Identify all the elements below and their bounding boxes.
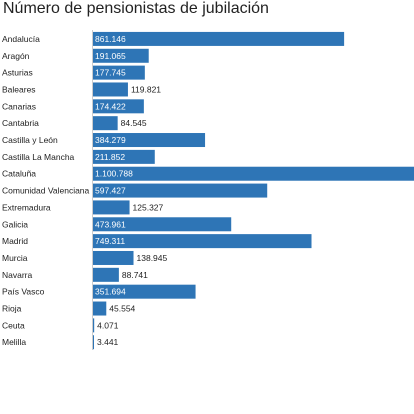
bar [93,335,95,350]
category-label: Andalucía [2,34,40,44]
bar [93,116,118,131]
value-label: 597.427 [95,186,126,196]
bar [93,250,134,265]
category-label: Madrid [2,236,28,246]
value-label: 119.821 [131,84,161,94]
category-label: Cataluña [2,169,36,179]
value-label: 473.961 [95,219,126,229]
category-label: Asturias [2,68,33,78]
value-label: 125.327 [133,202,164,212]
value-label: 191.065 [95,51,126,61]
category-label: Canarias [2,101,36,111]
bar [93,31,345,46]
value-label: 211.852 [95,152,125,162]
value-label: 861.146 [95,34,126,44]
value-label: 1.100.788 [95,169,133,179]
value-label: 138.945 [137,253,168,263]
category-label: Ceuta [2,320,25,330]
category-label: Galicia [2,219,28,229]
bar [93,166,414,181]
category-label: Melilla [2,337,26,347]
value-label: 177.745 [95,68,126,78]
category-label: Navarra [2,270,33,280]
bar [93,183,268,198]
value-label: 749.311 [95,236,125,246]
bar [93,267,119,282]
bar [93,82,128,97]
bar [93,99,144,114]
bar [93,318,95,333]
value-label: 45.554 [109,304,135,314]
value-label: 351.694 [95,287,126,297]
category-label: Aragón [2,51,30,61]
category-label: Extremadura [2,202,51,212]
category-label: Cantabria [2,118,39,128]
value-label: 84.545 [121,118,147,128]
bar [93,133,206,148]
category-label: Murcia [2,253,28,263]
category-label: Castilla y León [2,135,58,145]
bar [93,48,149,63]
category-label: Castilla La Mancha [2,152,75,162]
value-label: 4.071 [97,320,119,330]
bar [93,65,145,80]
value-label: 384.279 [95,135,126,145]
bar [93,284,196,299]
category-label: País Vasco [2,287,45,297]
bar [93,234,312,249]
category-label: Baleares [2,84,36,94]
value-label: 174.422 [95,101,126,111]
bar [93,149,155,164]
chart-title: Número de pensionistas de jubilación [3,0,269,17]
category-label: Comunidad Valenciana [2,186,90,196]
bar [93,217,232,232]
value-label: 88.741 [122,270,148,280]
bar [93,301,107,316]
category-label: Rioja [2,304,22,314]
value-label: 3.441 [97,337,119,347]
bar [93,200,130,215]
